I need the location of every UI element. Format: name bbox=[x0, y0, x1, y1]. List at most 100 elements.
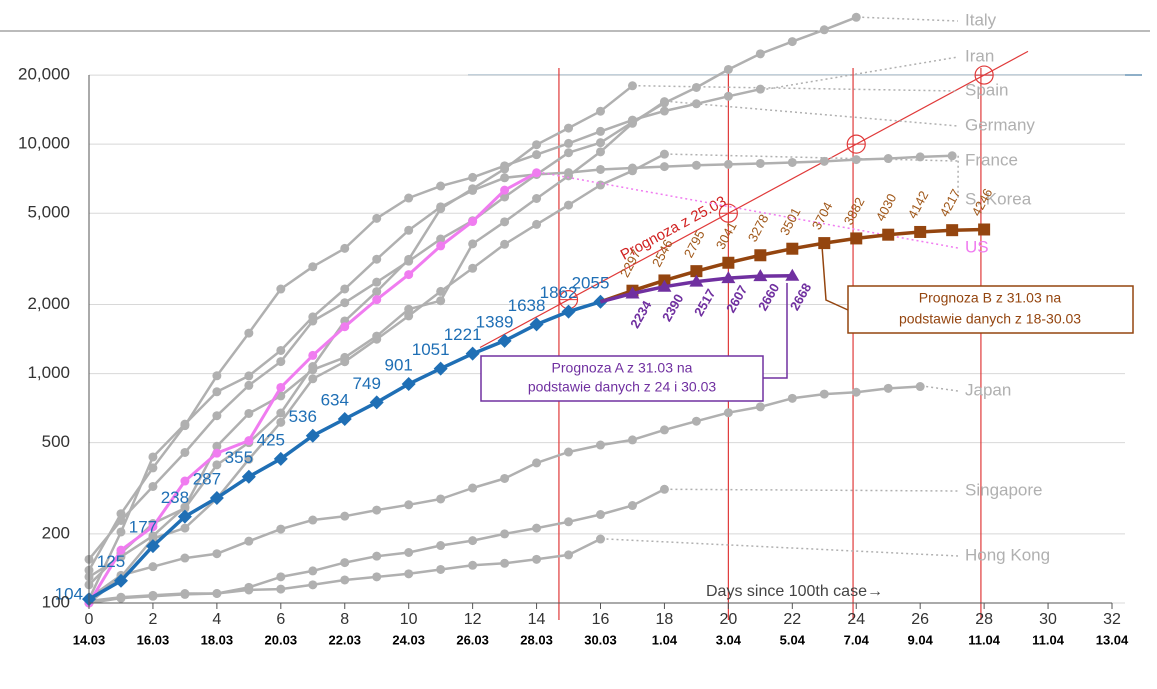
point bbox=[177, 509, 192, 524]
annotation-connector bbox=[821, 245, 849, 311]
point bbox=[113, 573, 128, 588]
y-tick-label: 200 bbox=[42, 523, 70, 542]
point bbox=[369, 395, 384, 410]
point bbox=[596, 164, 605, 174]
data-label: 1051 bbox=[412, 340, 450, 359]
point bbox=[532, 168, 542, 178]
point bbox=[882, 228, 895, 241]
point bbox=[914, 225, 927, 238]
point bbox=[401, 376, 416, 391]
series-label: US bbox=[965, 237, 989, 256]
point bbox=[564, 123, 574, 133]
label-leader bbox=[638, 85, 959, 92]
point bbox=[145, 539, 160, 554]
x-tick-label: 4 bbox=[212, 611, 221, 628]
point bbox=[308, 566, 318, 576]
point bbox=[753, 269, 768, 282]
point bbox=[340, 575, 350, 585]
x-tick-label: 8 bbox=[340, 611, 349, 628]
point bbox=[209, 490, 224, 505]
y-tick-label: 1,000 bbox=[27, 363, 70, 382]
point bbox=[308, 312, 318, 322]
data-label: 238 bbox=[161, 488, 189, 507]
data-label: 749 bbox=[353, 374, 381, 393]
series-label: France bbox=[965, 150, 1018, 169]
point bbox=[404, 547, 414, 557]
series-label: Iran bbox=[965, 46, 994, 65]
point bbox=[755, 158, 765, 168]
point bbox=[404, 193, 414, 203]
point bbox=[404, 500, 414, 510]
point bbox=[596, 510, 605, 520]
x-tick-label: 0 bbox=[85, 611, 94, 628]
point bbox=[308, 515, 318, 525]
x-tick-date: 22.03 bbox=[328, 632, 361, 647]
x-tick-label: 18 bbox=[656, 611, 674, 628]
x-tick-label: 12 bbox=[464, 611, 482, 628]
point bbox=[180, 589, 190, 599]
point bbox=[532, 193, 542, 203]
point bbox=[532, 219, 542, 229]
point bbox=[436, 494, 446, 504]
data-label: 901 bbox=[385, 355, 413, 374]
point bbox=[468, 185, 478, 195]
point bbox=[564, 447, 574, 457]
x-tick-label: 26 bbox=[911, 611, 929, 628]
point bbox=[148, 463, 158, 473]
data-label: 2055 bbox=[572, 273, 610, 292]
point bbox=[212, 460, 222, 470]
data-label: 177 bbox=[129, 518, 157, 537]
annotation-text: podstawie danych z 24 i 30.03 bbox=[528, 379, 717, 395]
point bbox=[212, 411, 222, 421]
label-leader bbox=[862, 16, 959, 22]
data-label: 1221 bbox=[444, 325, 482, 344]
point bbox=[532, 554, 542, 564]
point bbox=[755, 402, 765, 412]
point bbox=[722, 256, 735, 269]
annotation-text: Prognoza B z 31.03 na bbox=[919, 290, 1062, 306]
point bbox=[404, 254, 414, 264]
series-line bbox=[87, 87, 761, 571]
x-tick-label: 22 bbox=[783, 611, 801, 628]
point bbox=[436, 564, 446, 574]
point bbox=[627, 81, 637, 91]
y-tick-label: 500 bbox=[42, 432, 70, 451]
annotation-connector bbox=[763, 283, 788, 379]
y-tick-label: 10,000 bbox=[18, 134, 70, 153]
point bbox=[851, 387, 861, 397]
point bbox=[244, 408, 254, 418]
point bbox=[276, 524, 286, 534]
x-tick-label: 24 bbox=[847, 611, 865, 628]
x-tick-label: 14 bbox=[528, 611, 546, 628]
point bbox=[276, 382, 286, 392]
point bbox=[116, 509, 126, 519]
point bbox=[148, 591, 158, 601]
data-label: 425 bbox=[257, 430, 285, 449]
point bbox=[337, 411, 352, 426]
point bbox=[180, 419, 190, 429]
point bbox=[468, 239, 478, 249]
point bbox=[723, 91, 733, 101]
point bbox=[946, 224, 959, 237]
point bbox=[180, 502, 190, 512]
point bbox=[436, 541, 446, 551]
point bbox=[883, 154, 893, 164]
point bbox=[212, 589, 222, 599]
point bbox=[180, 447, 190, 457]
point bbox=[659, 97, 669, 107]
point bbox=[915, 382, 925, 392]
point bbox=[244, 454, 254, 464]
data-label: 634 bbox=[321, 390, 349, 409]
y-tick-label: 2,000 bbox=[27, 294, 70, 313]
point bbox=[500, 529, 510, 539]
point bbox=[532, 458, 542, 468]
point bbox=[148, 481, 158, 491]
point bbox=[564, 200, 574, 210]
point bbox=[755, 49, 765, 59]
point bbox=[657, 279, 672, 292]
point bbox=[308, 350, 318, 360]
x-axis-label: Days since 100th case→ bbox=[706, 583, 883, 600]
point bbox=[754, 249, 767, 262]
point bbox=[468, 172, 478, 182]
point bbox=[596, 147, 605, 157]
